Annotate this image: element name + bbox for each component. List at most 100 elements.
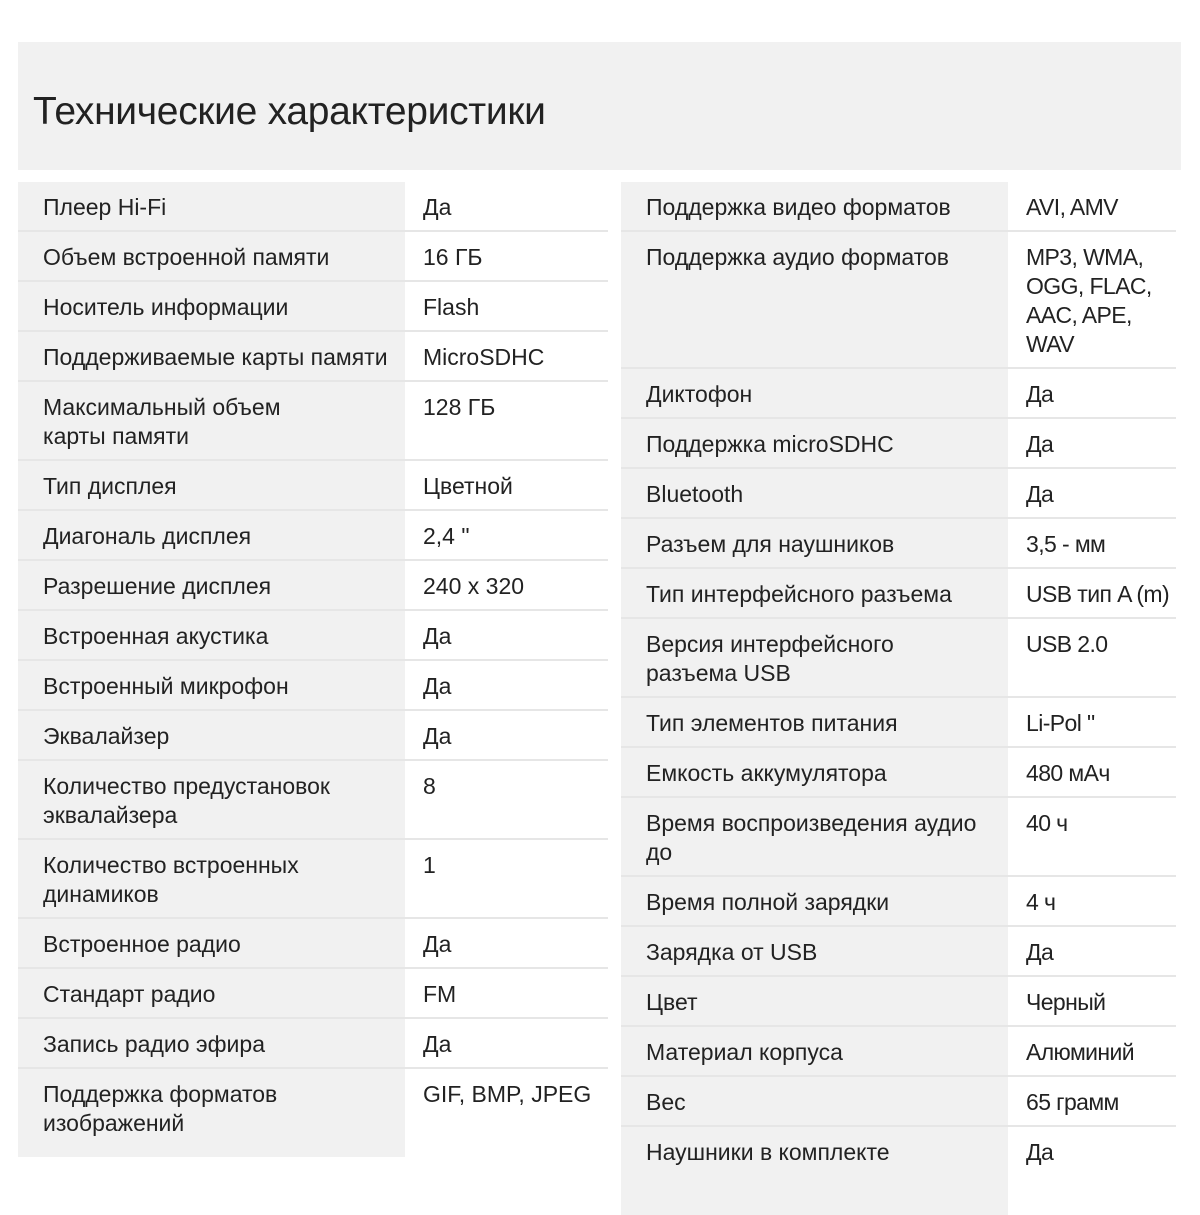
spec-label: Количество предустановок эквалайзера — [18, 761, 405, 838]
spec-row: Поддержка видео форматов AVI, AMV — [621, 182, 1176, 232]
spec-label: Поддержка видео форматов — [621, 182, 1008, 230]
spec-row: Наушники в комплекте Да — [621, 1127, 1176, 1215]
spec-label: Диагональ дисплея — [18, 511, 405, 559]
spec-value: 1 — [423, 852, 436, 878]
spec-label: Максимальный объем карты памяти — [18, 382, 405, 459]
spec-value: Да — [1026, 939, 1054, 965]
spec-value: 8 — [423, 773, 436, 799]
spec-row: Встроенный микрофон Да — [18, 661, 608, 711]
spec-value: Да — [1026, 431, 1054, 457]
spec-value: Черный — [1026, 989, 1106, 1015]
spec-row: Разрешение дисплея 240 x 320 — [18, 561, 608, 611]
spec-row: Поддержка форматов изображений GIF, BMP, … — [18, 1069, 608, 1157]
spec-value: USB тип A (m) — [1026, 581, 1170, 607]
spec-label: Цвет — [621, 977, 1008, 1025]
spec-label: Тип элементов питания — [621, 698, 1008, 746]
spec-row: Bluetooth Да — [621, 469, 1176, 519]
spec-row: Версия интерфейсного разъема USB USB 2.0 — [621, 619, 1176, 698]
spec-label: Поддерживаемые карты памяти — [18, 332, 405, 380]
spec-row: Количество предустановок эквалайзера 8 — [18, 761, 608, 840]
spec-value: Да — [423, 931, 452, 957]
spec-label: Тип интерфейсного разъема — [621, 569, 1008, 617]
spec-value: Да — [1026, 481, 1054, 507]
spec-label: Количество встроенных динамиков — [18, 840, 405, 917]
spec-row: Материал корпуса Алюминий — [621, 1027, 1176, 1077]
spec-value: 3,5 - мм — [1026, 531, 1106, 557]
spec-value: 4 ч — [1026, 889, 1056, 915]
spec-row: Поддержка аудио форматов MP3, WMA, OGG, F… — [621, 232, 1176, 369]
spec-label: Встроенная акустика — [18, 611, 405, 659]
specs-table-right: Поддержка видео форматов AVI, AMV Поддержк… — [621, 182, 1176, 1215]
spec-row: Емкость аккумулятора 480 мАч — [621, 748, 1176, 798]
spec-row: Цвет Черный — [621, 977, 1176, 1027]
spec-row: Максимальный объем карты памяти 128 ГБ — [18, 382, 608, 461]
spec-row: Стандарт радио FM — [18, 969, 608, 1019]
spec-value: AVI, AMV — [1026, 194, 1119, 220]
spec-label: Версия интерфейсного разъема USB — [621, 619, 1008, 696]
spec-label: Bluetooth — [621, 469, 1008, 517]
spec-value: Алюминий — [1026, 1039, 1135, 1065]
spec-label: Вес — [621, 1077, 1008, 1125]
spec-label: Разъем для наушников — [621, 519, 1008, 567]
spec-value: Да — [423, 723, 452, 749]
spec-value: Flash — [423, 294, 480, 320]
spec-row: Поддерживаемые карты памяти MicroSDHC — [18, 332, 608, 382]
spec-label: Поддержка форматов изображений — [18, 1069, 405, 1157]
spec-row: Тип элементов питания Li-Pol " — [621, 698, 1176, 748]
spec-label: Время воспроизведения аудио до — [621, 798, 1008, 875]
spec-value: Да — [423, 194, 452, 220]
spec-value: USB 2.0 — [1026, 631, 1108, 657]
spec-label: Плеер Hi-Fi — [18, 182, 405, 230]
spec-value: Цветной — [423, 473, 513, 499]
page-title: Технические характеристики — [33, 90, 546, 133]
spec-value: 480 мАч — [1026, 760, 1110, 786]
spec-row: Встроенная акустика Да — [18, 611, 608, 661]
spec-label: Носитель информации — [18, 282, 405, 330]
spec-row: Встроенное радио Да — [18, 919, 608, 969]
spec-value: 128 ГБ — [423, 394, 496, 420]
spec-row: Время воспроизведения аудио до 40 ч — [621, 798, 1176, 877]
spec-row: Диагональ дисплея 2,4 " — [18, 511, 608, 561]
spec-label: Емкость аккумулятора — [621, 748, 1008, 796]
spec-label: Время полной зарядки — [621, 877, 1008, 925]
specs-table-left: Плеер Hi-Fi Да Объем встроенной памяти 16 Г… — [18, 182, 608, 1157]
spec-row: Поддержка microSDHC Да — [621, 419, 1176, 469]
spec-row: Носитель информации Flash — [18, 282, 608, 332]
spec-value: 65 грамм — [1026, 1089, 1119, 1115]
spec-value: Да — [423, 623, 452, 649]
spec-value: 240 x 320 — [423, 573, 525, 599]
spec-row: Разъем для наушников 3,5 - мм — [621, 519, 1176, 569]
spec-row: Запись радио эфира Да — [18, 1019, 608, 1069]
spec-value: Да — [1026, 1139, 1054, 1165]
spec-value: FM — [423, 981, 457, 1007]
spec-row: Тип дисплея Цветной — [18, 461, 608, 511]
spec-value: Да — [1026, 381, 1054, 407]
spec-value: 16 ГБ — [423, 244, 483, 270]
spec-value: Да — [423, 673, 452, 699]
spec-value: 2,4 " — [423, 523, 470, 549]
spec-value: GIF, BMP, JPEG — [423, 1081, 592, 1107]
spec-label: Поддержка аудио форматов — [621, 232, 1008, 367]
spec-value: MicroSDHC — [423, 344, 545, 370]
spec-label: Объем встроенной памяти — [18, 232, 405, 280]
spec-label: Эквалайзер — [18, 711, 405, 759]
spec-label: Зарядка от USB — [621, 927, 1008, 975]
spec-row: Эквалайзер Да — [18, 711, 608, 761]
spec-label: Диктофон — [621, 369, 1008, 417]
spec-row: Тип интерфейсного разъема USB тип A (m) — [621, 569, 1176, 619]
spec-value: Li-Pol " — [1026, 710, 1095, 736]
spec-label: Встроенный микрофон — [18, 661, 405, 709]
spec-row: Вес 65 грамм — [621, 1077, 1176, 1127]
spec-row: Зарядка от USB Да — [621, 927, 1176, 977]
spec-label: Поддержка microSDHC — [621, 419, 1008, 467]
section-header: Технические характеристики — [18, 42, 1181, 170]
spec-row: Количество встроенных динамиков 1 — [18, 840, 608, 919]
spec-label: Материал корпуса — [621, 1027, 1008, 1075]
spec-value: 40 ч — [1026, 810, 1068, 836]
spec-row: Объем встроенной памяти 16 ГБ — [18, 232, 608, 282]
spec-label: Наушники в комплекте — [621, 1127, 1008, 1215]
spec-label: Встроенное радио — [18, 919, 405, 967]
spec-value: MP3, WMA, OGG, FLAC, AAC, APE, WAV — [1026, 244, 1152, 357]
spec-label: Стандарт радио — [18, 969, 405, 1017]
spec-row: Время полной зарядки 4 ч — [621, 877, 1176, 927]
